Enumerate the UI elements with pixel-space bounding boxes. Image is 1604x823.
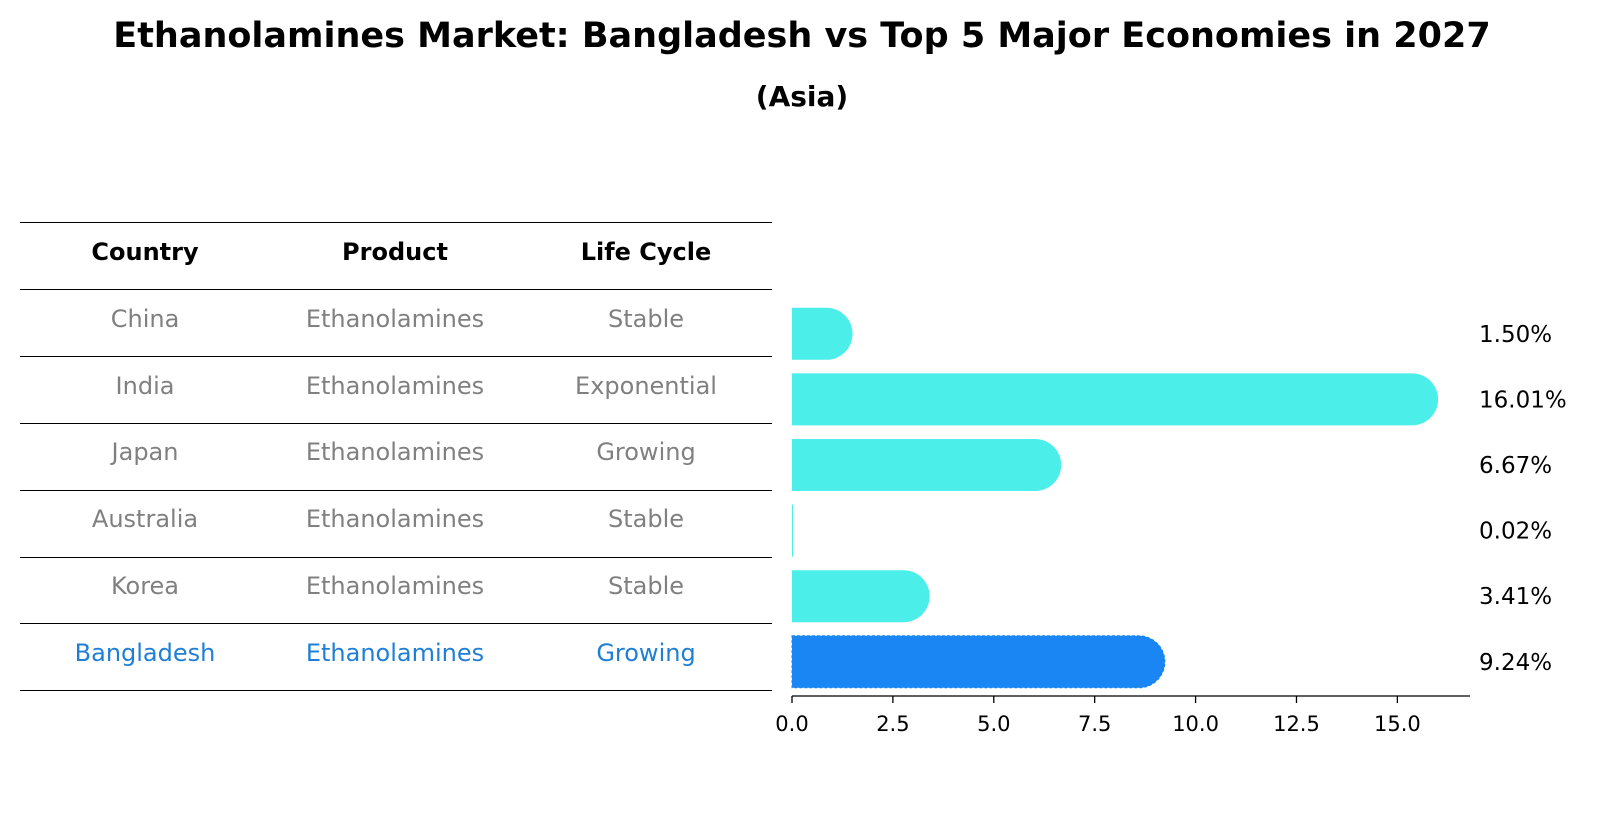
row-product: Ethanolamines bbox=[305, 572, 485, 600]
bar-australia bbox=[792, 504, 793, 557]
row-product: Ethanolamines bbox=[305, 372, 485, 400]
row-country: Korea bbox=[110, 572, 180, 600]
value-label-australia: 0.02% bbox=[1479, 519, 1552, 545]
x-tick-label: 15.0 bbox=[1374, 712, 1421, 736]
table-rule bbox=[20, 557, 772, 558]
row-life-cycle: Stable bbox=[607, 572, 685, 600]
value-label-india: 16.01% bbox=[1479, 387, 1567, 413]
x-tick-label: 5.0 bbox=[977, 712, 1010, 736]
row-country: China bbox=[110, 305, 180, 333]
x-tick-label: 12.5 bbox=[1273, 712, 1320, 736]
bar-japan bbox=[792, 439, 1062, 491]
row-life-cycle: Growing bbox=[596, 438, 696, 466]
value-label-bangladesh: 9.24% bbox=[1479, 650, 1552, 676]
chart-title: Ethanolamines Market: Bangladesh vs Top … bbox=[113, 16, 1491, 56]
x-tick-label: 7.5 bbox=[1078, 712, 1111, 736]
table-rule-top bbox=[20, 222, 772, 223]
row-country: Japan bbox=[111, 438, 179, 466]
row-life-cycle: Exponential bbox=[575, 372, 717, 400]
table-rule bbox=[20, 356, 772, 357]
row-country: India bbox=[115, 372, 175, 400]
row-product: Ethanolamines bbox=[305, 305, 485, 333]
row-life-cycle: Stable bbox=[607, 505, 685, 533]
row-country-highlight: Bangladesh bbox=[74, 639, 216, 667]
bar-bangladesh bbox=[791, 635, 1166, 689]
header-product: Product bbox=[342, 238, 448, 266]
row-country: Australia bbox=[91, 505, 199, 533]
row-life-cycle-highlight: Growing bbox=[596, 639, 696, 667]
table-rule-bottom bbox=[20, 690, 772, 691]
table-rule bbox=[20, 623, 772, 624]
value-label-china: 1.50% bbox=[1479, 322, 1552, 348]
bar-india bbox=[792, 373, 1439, 426]
bar-korea bbox=[792, 570, 930, 623]
x-tick-label: 2.5 bbox=[876, 712, 909, 736]
value-label-korea: 3.41% bbox=[1479, 584, 1552, 610]
header-life-cycle: Life Cycle bbox=[580, 238, 712, 266]
x-tick-label: 0.0 bbox=[775, 712, 808, 736]
x-tick-label: 10.0 bbox=[1172, 712, 1219, 736]
table-rule bbox=[20, 423, 772, 424]
row-product: Ethanolamines bbox=[305, 438, 485, 466]
table-rule-header bbox=[20, 289, 772, 290]
chart-subtitle: (Asia) bbox=[755, 80, 849, 113]
value-label-japan: 6.67% bbox=[1479, 453, 1552, 479]
row-life-cycle: Stable bbox=[607, 305, 685, 333]
row-product-highlight: Ethanolamines bbox=[305, 639, 485, 667]
header-country: Country bbox=[91, 238, 199, 266]
table-rule bbox=[20, 490, 772, 491]
row-product: Ethanolamines bbox=[305, 505, 485, 533]
bar-china bbox=[792, 307, 853, 360]
